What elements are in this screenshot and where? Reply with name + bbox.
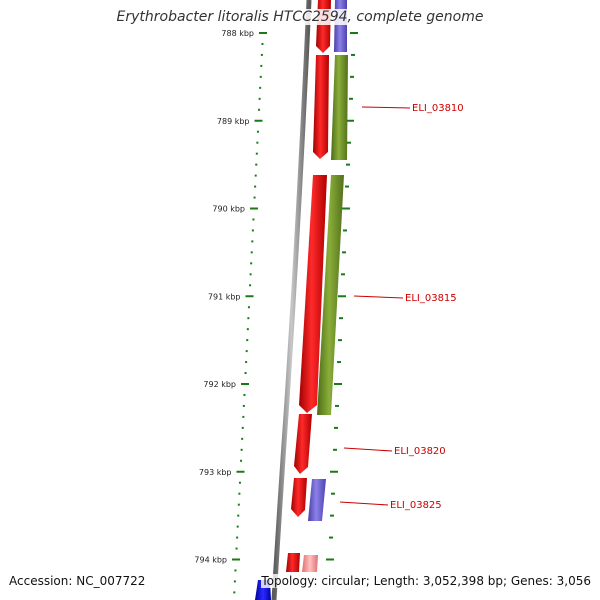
- gene-feature[interactable]: [334, 0, 347, 52]
- label-leader-line: [361, 106, 411, 109]
- label-leader-line: [339, 501, 389, 506]
- gene-feature[interactable]: [294, 414, 312, 474]
- gene-label-eli-03815[interactable]: ELI_03815: [405, 293, 457, 304]
- ruler-tick-label: 789 kbp: [217, 117, 250, 126]
- ruler-tick-label: 794 kbp: [194, 556, 227, 565]
- gene-feature[interactable]: [291, 478, 307, 517]
- gene-feature[interactable]: [302, 555, 318, 572]
- ruler-tick-label: 790 kbp: [212, 205, 245, 214]
- inner-tick-ruler: [326, 32, 358, 561]
- kbp-ruler: [232, 32, 267, 594]
- gene-feature[interactable]: [331, 55, 348, 160]
- gene-label-eli-03810[interactable]: ELI_03810: [412, 103, 464, 114]
- gene-feature[interactable]: [308, 479, 326, 521]
- genome-summary: Topology: circular; Length: 3,052,398 bp…: [261, 574, 591, 588]
- gene-feature[interactable]: [316, 0, 331, 53]
- ruler-tick-label: 793 kbp: [199, 468, 232, 477]
- accession-text: Accession: NC_007722: [9, 574, 146, 588]
- ruler-tick-label: 788 kbp: [221, 29, 254, 38]
- gene-feature[interactable]: [299, 175, 327, 413]
- genome-backbone: [271, 0, 312, 600]
- gene-feature[interactable]: [313, 55, 329, 159]
- gene-label-eli-03825[interactable]: ELI_03825: [390, 500, 442, 511]
- kbp-ruler-labels: 788 kbp 789 kbp 790 kbp 791 kbp 792 kbp 793 k…: [194, 29, 254, 565]
- gene-label-eli-03820[interactable]: ELI_03820: [394, 446, 446, 457]
- gene-feature[interactable]: [317, 175, 344, 415]
- gene-feature[interactable]: [286, 553, 300, 572]
- ruler-tick-label: 792 kbp: [203, 380, 236, 389]
- genome-title: Erythrobacter litoralis HTCC2594, comple…: [0, 9, 600, 25]
- ruler-tick-label: 791 kbp: [208, 292, 241, 301]
- label-leader-line: [353, 295, 404, 299]
- label-leader-line: [343, 447, 393, 452]
